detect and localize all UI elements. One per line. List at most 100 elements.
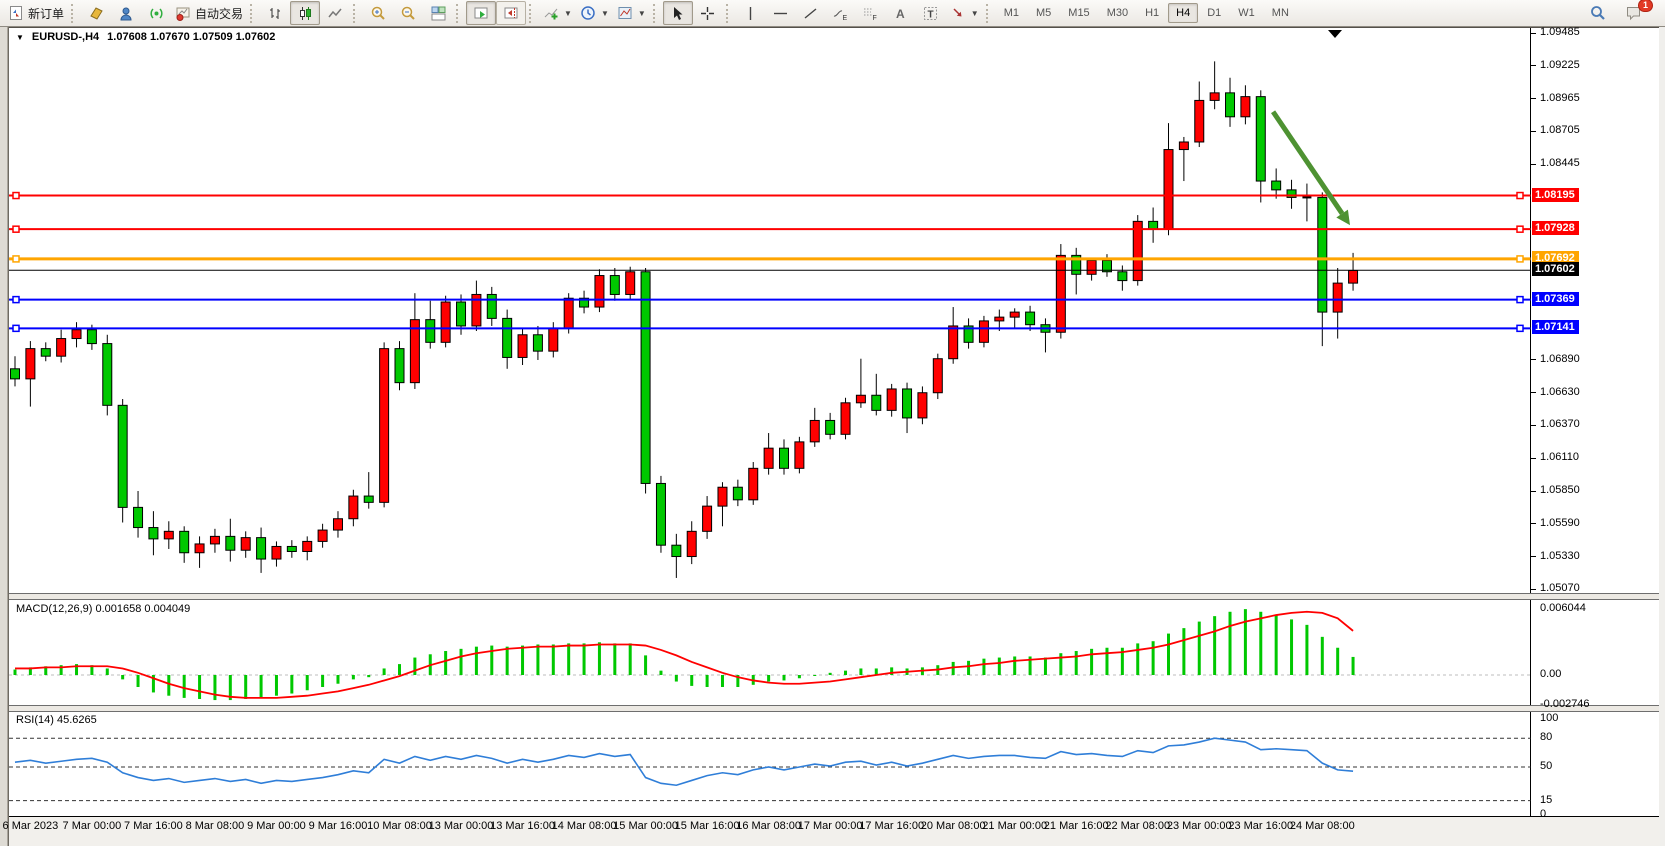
timeframe-button-H4[interactable]: H4 — [1168, 3, 1199, 23]
toolbar-grip[interactable] — [985, 3, 991, 23]
macd-histogram-bar — [305, 675, 309, 691]
timeframe-button-M30[interactable]: M30 — [1106, 7, 1129, 19]
toolbar-grip[interactable] — [652, 3, 658, 23]
line-chart-button[interactable] — [320, 1, 350, 25]
timeframe-button-W1[interactable]: W1 — [1238, 7, 1255, 19]
tile-windows-button[interactable] — [423, 1, 453, 25]
timeframe-button-H1[interactable]: H1 — [1145, 7, 1160, 19]
signals-button[interactable] — [141, 1, 171, 25]
candle-bull — [686, 530, 697, 558]
hline-handle[interactable] — [12, 324, 20, 333]
macd-histogram-bar — [228, 675, 232, 701]
candle-bear — [179, 530, 190, 554]
horizontal-line-button[interactable] — [766, 1, 796, 25]
macd-histogram-bar — [198, 675, 202, 699]
macd-histogram-bar — [136, 675, 140, 687]
hline-handle[interactable] — [1516, 225, 1524, 233]
price-tick-label: 1.06630 — [1540, 385, 1580, 398]
zoom-in-icon — [370, 5, 387, 22]
macd-histogram-bar — [1197, 621, 1201, 675]
timeframe-button-MN[interactable]: MN — [1271, 7, 1289, 19]
macd-panel[interactable] — [9, 600, 1531, 705]
price-chart[interactable] — [9, 28, 1531, 593]
templates-button[interactable]: ▼ — [613, 1, 650, 25]
new-order-icon — [8, 5, 25, 22]
rsi-panel[interactable] — [9, 712, 1531, 816]
text-label-button[interactable]: T — [916, 1, 946, 25]
zoom-out-button[interactable] — [393, 1, 423, 25]
toolbar: 新订单 自动交易 ▼ ▼ ▼ E F A T ▼ M1 M5 M15 M30 H1 H4 D… — [0, 0, 1665, 27]
trendline-button[interactable] — [796, 1, 826, 25]
hline-handle[interactable] — [12, 255, 20, 263]
candle-bear — [1071, 254, 1082, 275]
vertical-line-button[interactable] — [736, 1, 766, 25]
crosshair-button[interactable] — [693, 1, 723, 25]
autotrade-button[interactable]: 自动交易 — [171, 1, 247, 25]
fibonacci-button[interactable]: F — [856, 1, 886, 25]
candle-bear — [502, 317, 513, 358]
candle-bear — [10, 368, 20, 380]
macd-histogram-bar — [997, 657, 1001, 675]
price-badge: 1.08195 — [1532, 187, 1579, 202]
chart-shift-button[interactable] — [496, 1, 527, 25]
macd-histogram-bar — [1305, 624, 1309, 675]
auto-scroll-button[interactable] — [466, 1, 497, 25]
time-label: 20 Mar 08:00 — [920, 820, 986, 832]
chart-menu-caret-icon[interactable]: ▼ — [16, 32, 24, 42]
hline-handle[interactable] — [1516, 191, 1524, 200]
candlestick-chart-button[interactable] — [290, 1, 321, 25]
search-button[interactable] — [1583, 1, 1613, 25]
toolbar-grip[interactable] — [250, 3, 255, 23]
annotation-arrow[interactable] — [1271, 110, 1345, 215]
macd-histogram-bar — [1059, 653, 1063, 675]
time-axis[interactable]: 6 Mar 2023 7 Mar 00:00 7 Mar 16:00 8 Mar 08… — [3, 817, 1660, 846]
panel-splitter[interactable] — [9, 593, 1659, 600]
hline-handle[interactable] — [12, 295, 20, 304]
timeframe-button-D1[interactable]: D1 — [1207, 7, 1222, 19]
hline-handle[interactable] — [1516, 324, 1524, 333]
rsi-label: RSI(14) 45.6265 — [16, 714, 97, 726]
toolbar-grip[interactable] — [529, 3, 534, 23]
periods-button[interactable]: ▼ — [576, 1, 613, 25]
notifications-button[interactable]: 1 — [1619, 0, 1653, 25]
candle-bear — [1317, 196, 1328, 313]
annotation-arrow-head[interactable] — [1336, 209, 1350, 226]
channel-button[interactable]: E — [826, 1, 856, 25]
candle-bear — [825, 419, 836, 435]
panel-splitter[interactable] — [9, 705, 1659, 712]
new-chart-button[interactable] — [81, 1, 111, 25]
candle-bull — [717, 486, 728, 507]
hline-handle[interactable] — [1516, 295, 1524, 304]
zoom-in-button[interactable] — [363, 1, 393, 25]
text-button[interactable]: A — [886, 1, 916, 25]
timeframe-button-M5[interactable]: M5 — [1036, 7, 1052, 19]
time-label: 9 Mar 00:00 — [247, 820, 306, 832]
macd-histogram-bar — [474, 646, 478, 675]
toolbar-grip[interactable] — [71, 3, 76, 23]
bar-chart-button[interactable] — [260, 1, 290, 25]
price-axis[interactable]: 1.09485 1.09225 1.08965 1.08705 1.08445 1.068… — [1531, 26, 1659, 820]
hline-handle[interactable] — [12, 191, 20, 200]
profiles-button[interactable] — [111, 1, 141, 25]
candle-bear — [579, 297, 590, 308]
autotrade-label: 自动交易 — [195, 6, 244, 21]
candle-bull — [702, 505, 713, 532]
chart-shift-marker[interactable] — [1328, 30, 1342, 38]
candle-bear — [609, 275, 620, 295]
macd-histogram-bar — [1213, 616, 1217, 675]
new-order-button[interactable]: 新订单 — [4, 1, 68, 25]
macd-histogram-bar — [321, 675, 325, 687]
hline-handle[interactable] — [12, 225, 20, 233]
timeframe-button-M15[interactable]: M15 — [1068, 7, 1090, 19]
bar-chart-icon — [267, 5, 284, 22]
hline-handle[interactable] — [1516, 255, 1524, 263]
timeframe-button-M1[interactable]: M1 — [1003, 7, 1019, 19]
candle-bull — [194, 543, 205, 554]
indicators-button[interactable]: ▼ — [539, 1, 576, 25]
cursor-button[interactable] — [662, 1, 693, 25]
macd-histogram-bar — [597, 642, 601, 675]
toolbar-grip[interactable] — [725, 3, 731, 23]
toolbar-grip[interactable] — [353, 3, 358, 23]
toolbar-grip[interactable] — [456, 3, 461, 23]
arrows-button[interactable]: ▼ — [946, 1, 983, 25]
